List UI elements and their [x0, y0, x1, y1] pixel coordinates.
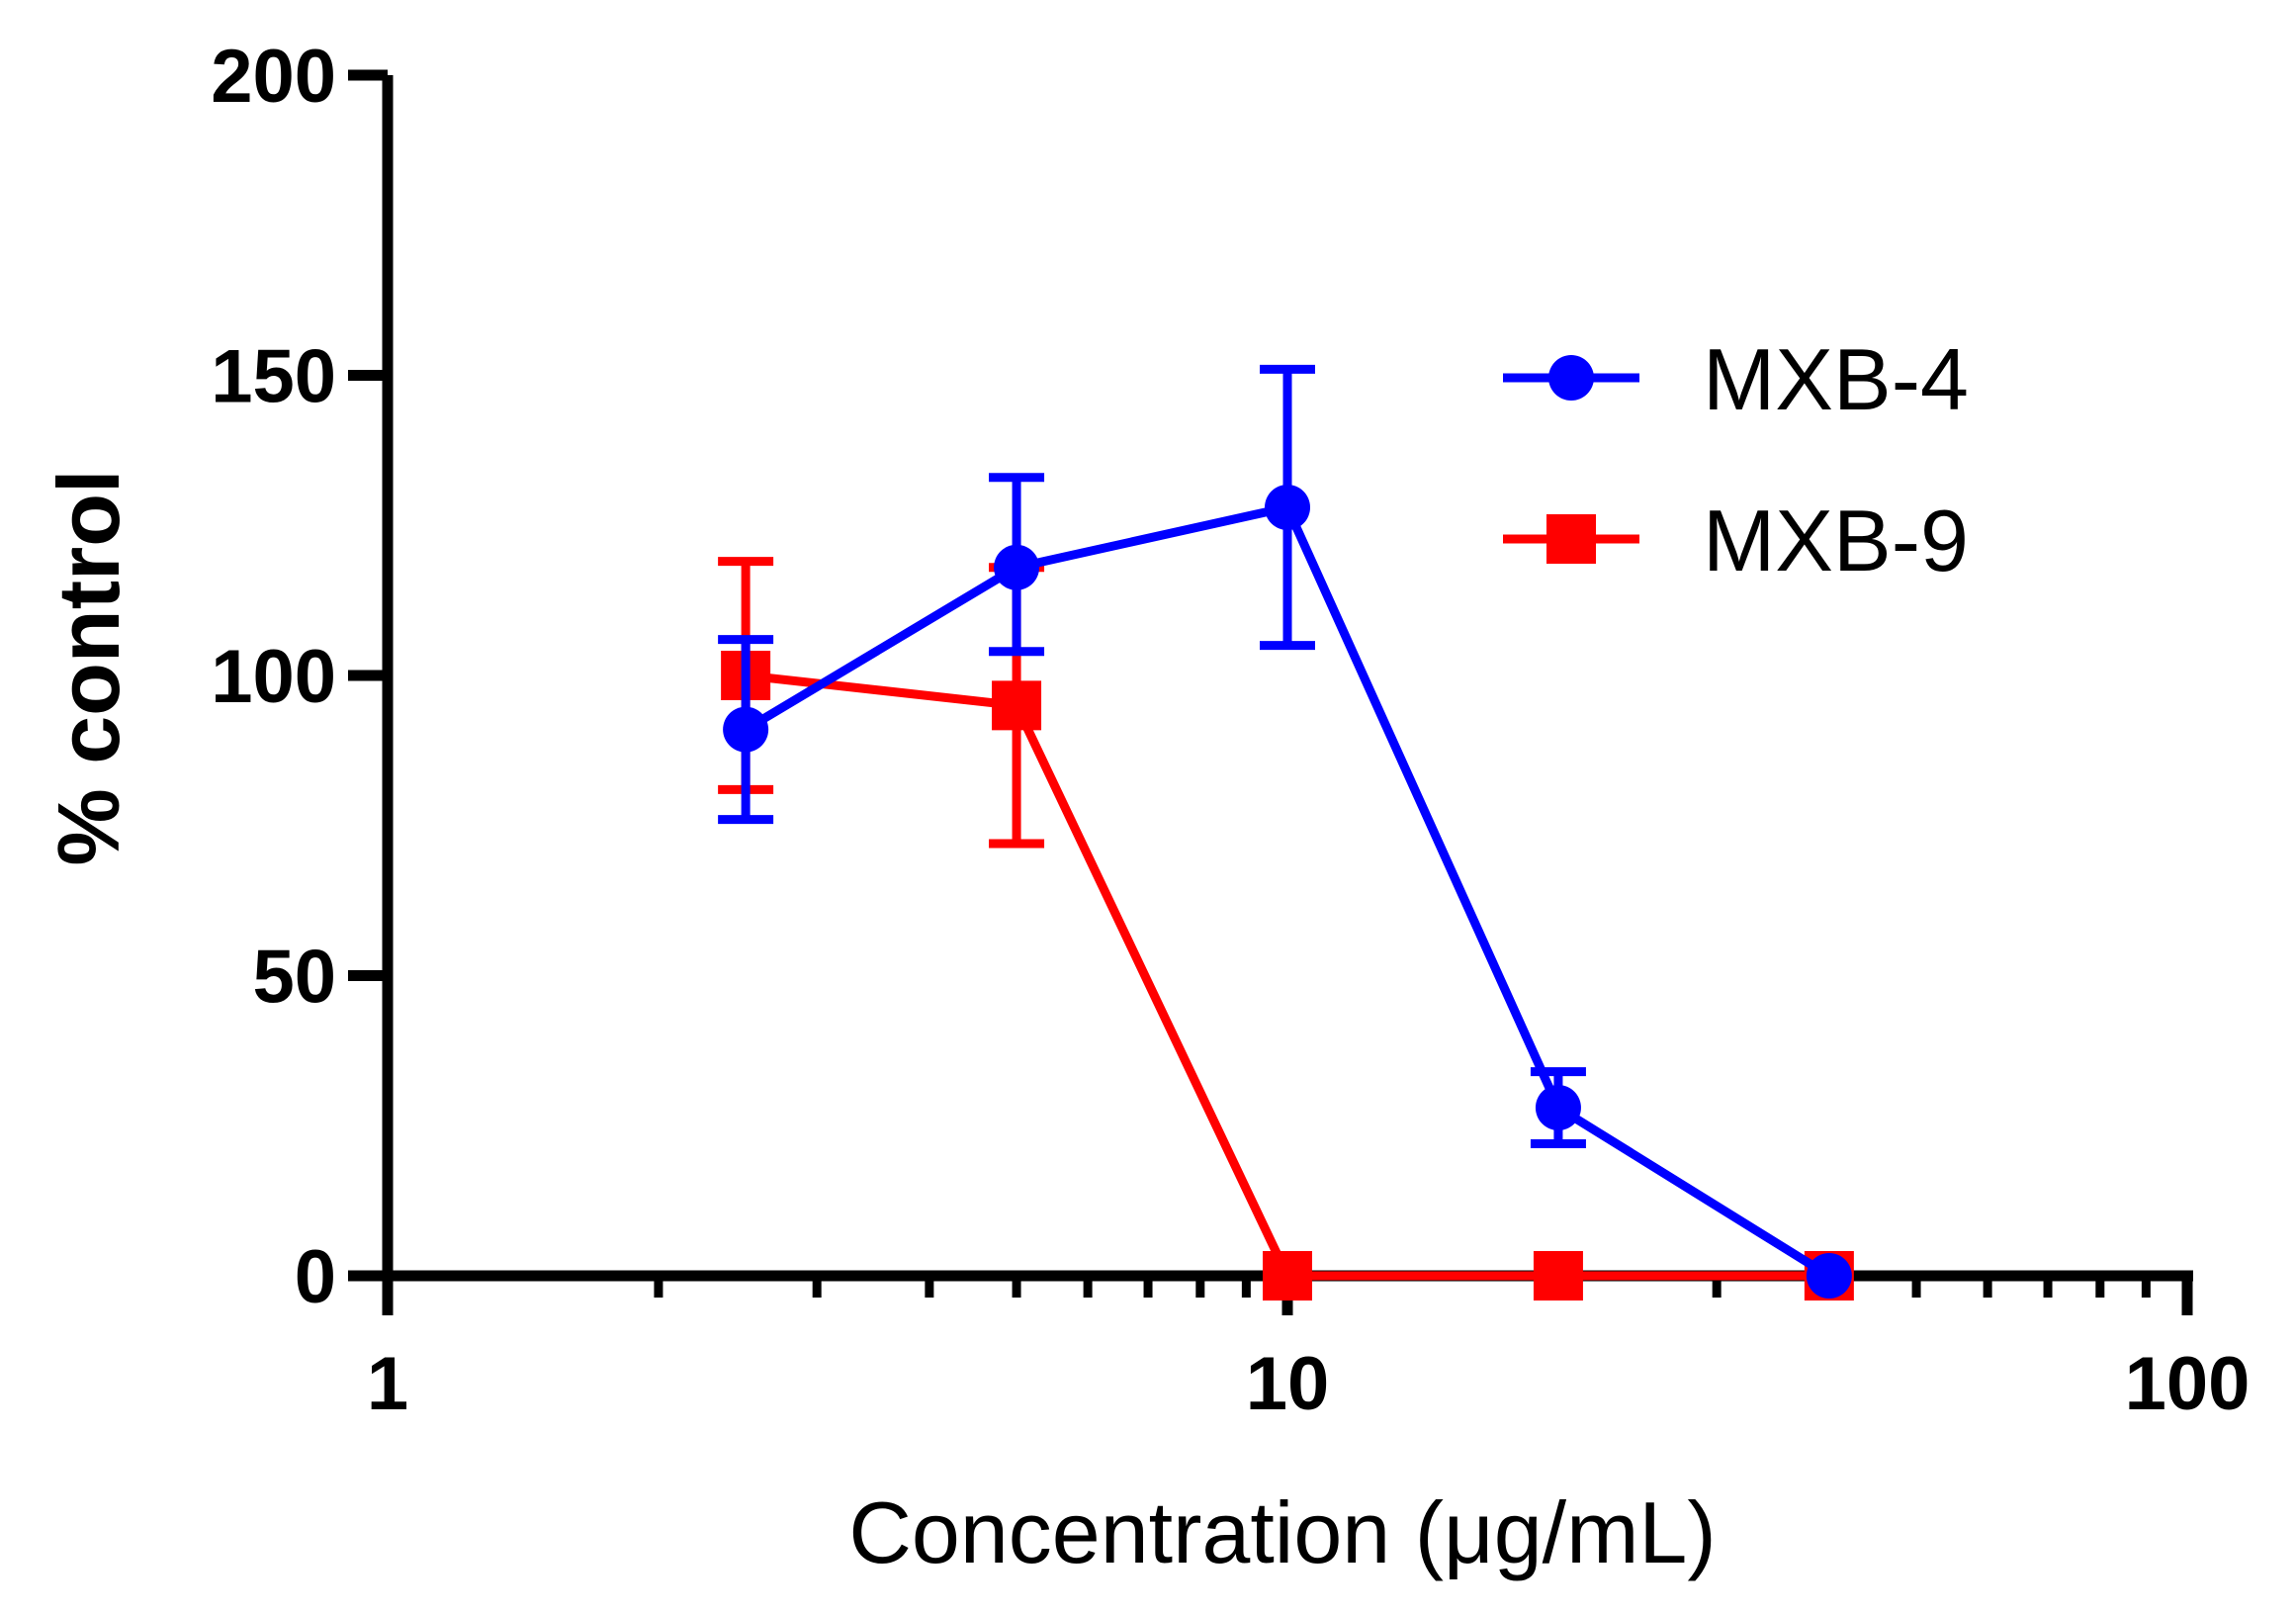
- data-point: [1806, 1253, 1852, 1299]
- data-point: [994, 544, 1040, 590]
- y-tick-label: 150: [211, 335, 336, 419]
- data-point: [723, 706, 769, 753]
- legend-item-mxb-4: MXB-4: [1503, 330, 1969, 428]
- y-tick-label: 50: [252, 936, 336, 1020]
- axes: 0 50 100 150 200 1 10 100: [211, 35, 2250, 1426]
- x-axis-title: Concentration (μg/mL): [848, 1483, 1716, 1581]
- data-point: [1265, 485, 1310, 531]
- series-layer: [718, 364, 1854, 1301]
- data-point: [1533, 1251, 1583, 1301]
- legend-marker: [1548, 355, 1594, 401]
- x-tick-label: 1: [367, 1342, 408, 1426]
- legend: MXB-4 MXB-9: [1503, 330, 1969, 589]
- data-point: [1535, 1085, 1581, 1131]
- x-tick-label: 100: [2125, 1342, 2251, 1426]
- data-point: [1263, 1251, 1312, 1301]
- data-point: [992, 680, 1042, 731]
- y-tick-label: 100: [211, 635, 336, 719]
- legend-label: MXB-9: [1703, 492, 1969, 589]
- y-tick-label: 0: [295, 1235, 336, 1319]
- legend-item-mxb-9: MXB-9: [1503, 492, 1969, 589]
- y-tick-label: 200: [211, 35, 336, 119]
- legend-marker: [1546, 514, 1596, 564]
- series-line: [745, 671, 1829, 1281]
- y-axis-title: % control: [40, 470, 137, 866]
- series-mxb-4: [718, 364, 1852, 1299]
- legend-label: MXB-4: [1703, 330, 1969, 428]
- x-tick-label: 10: [1246, 1342, 1330, 1426]
